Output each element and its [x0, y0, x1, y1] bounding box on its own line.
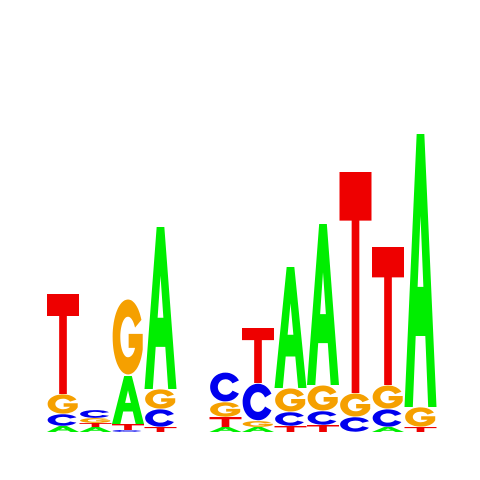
logo-column-12: [404, 134, 437, 432]
letter-A-pos-7: [242, 427, 274, 432]
letter-G-pos-11: [372, 385, 403, 409]
letter-C-pos-8: [275, 412, 304, 426]
letter-G-pos-9: [307, 385, 338, 411]
letter-C-pos-10: [340, 417, 369, 432]
logo-column-11: [372, 247, 404, 432]
letter-A-pos-8: [274, 267, 307, 388]
letter-T-pos-2: [79, 423, 112, 427]
letter-C-pos-4: [145, 409, 174, 427]
letter-C-pos-6: [210, 372, 239, 402]
letter-A-pos-4: [144, 227, 177, 389]
logo-column-7: [242, 328, 274, 432]
letter-G-pos-7: [242, 421, 273, 427]
letter-T-pos-8: [274, 426, 307, 432]
logo-column-3: [112, 299, 144, 432]
letter-T-pos-9: [307, 425, 339, 432]
letter-C-pos-1: [47, 414, 77, 426]
logo-column-1: [47, 294, 79, 432]
letter-T-pos-7: [242, 328, 274, 383]
letter-A-pos-1: [47, 426, 79, 432]
letter-T-pos-3: [112, 424, 144, 430]
letter-G-pos-3: [112, 299, 143, 375]
letter-C-pos-3: [112, 430, 142, 432]
letter-A-pos-2: [79, 427, 112, 432]
letter-C-pos-9: [307, 411, 337, 425]
logo-column-4: [144, 227, 177, 432]
letter-C-pos-2: [80, 410, 109, 418]
letter-A-pos-9: [307, 224, 339, 385]
letter-T-pos-6: [209, 417, 242, 427]
logo-column-2: [79, 410, 112, 432]
letter-T-pos-4: [144, 427, 177, 432]
letter-T-pos-1: [47, 294, 79, 394]
letter-G-pos-8: [275, 388, 306, 412]
letter-G-pos-4: [145, 389, 176, 409]
letter-A-pos-11: [372, 427, 404, 432]
letter-G-pos-10: [340, 393, 371, 417]
letter-G-pos-6: [210, 402, 241, 417]
letter-G-pos-2: [80, 418, 111, 423]
letter-G-pos-1: [47, 394, 78, 414]
letter-T-pos-12: [404, 427, 437, 432]
letter-A-pos-3: [112, 376, 144, 424]
letter-A-pos-12: [404, 134, 437, 407]
letter-T-pos-11: [372, 247, 404, 385]
logo-column-8: [274, 267, 307, 432]
logo-column-6: [209, 372, 242, 432]
letter-T-pos-10: [339, 172, 372, 393]
logo-column-9: [307, 224, 339, 432]
logo-column-10: [339, 172, 372, 432]
letter-G-pos-12: [405, 407, 436, 427]
letter-C-pos-11: [372, 409, 402, 427]
letter-C-pos-7: [242, 383, 272, 421]
letter-A-pos-6: [209, 427, 242, 432]
